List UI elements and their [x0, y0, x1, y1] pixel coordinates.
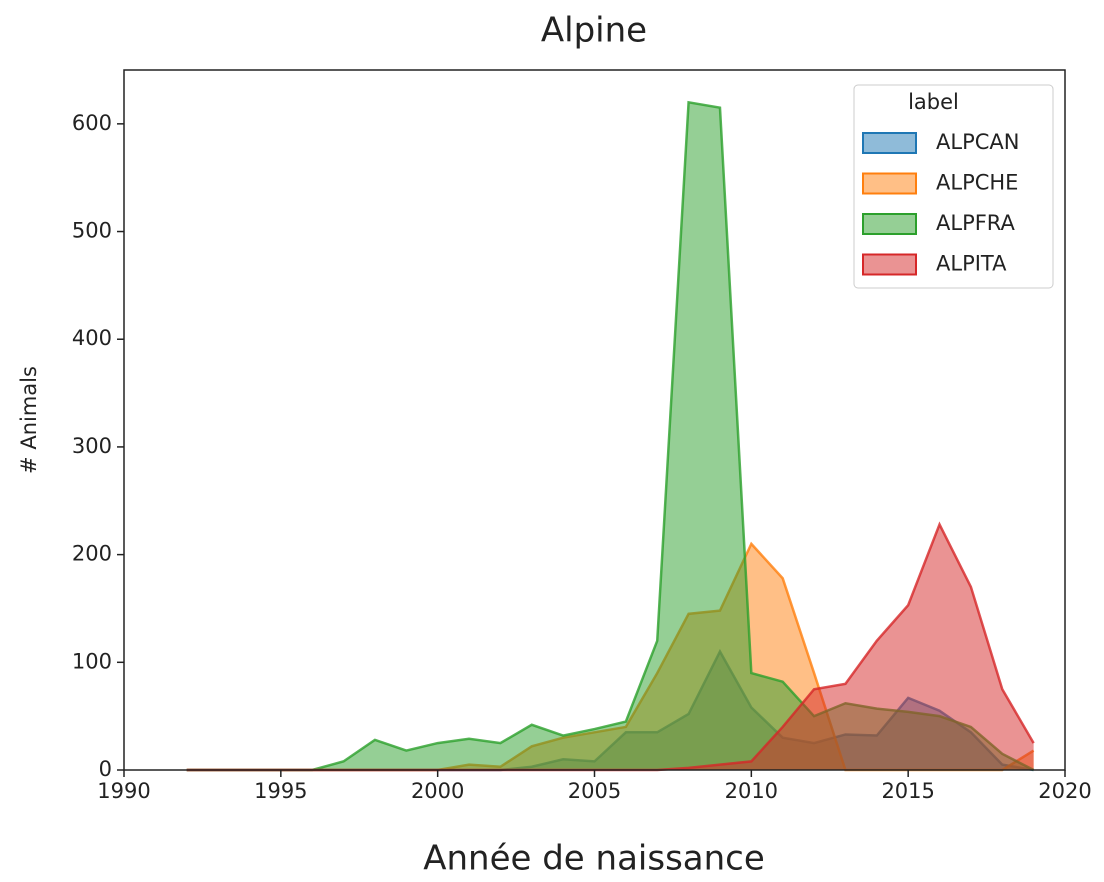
y-tick-label: 600	[72, 111, 112, 135]
legend: label ALPCAN ALPCHE ALPFRA ALPITA	[853, 84, 1054, 289]
legend-swatch	[862, 253, 917, 276]
x-tick-label: 2000	[411, 779, 464, 803]
y-tick-label: 0	[99, 757, 112, 781]
legend-label: ALPFRA	[936, 211, 1016, 235]
y-axis-label: # Animals	[17, 366, 41, 474]
legend-label: ALPCHE	[936, 171, 1018, 195]
x-tick-label: 1995	[254, 779, 307, 803]
x-tick-label: 2010	[725, 779, 778, 803]
legend-swatch	[862, 172, 917, 195]
y-tick-label: 200	[72, 542, 112, 566]
x-tick-label: 2020	[1038, 779, 1091, 803]
y-tick-label: 300	[72, 434, 112, 458]
x-tick-label: 2005	[568, 779, 621, 803]
chart-title: Alpine	[541, 11, 647, 51]
legend-swatch	[862, 213, 917, 235]
legend-swatch	[862, 132, 917, 154]
x-tick-label: 2015	[881, 779, 934, 803]
y-tick-label: 500	[72, 219, 112, 243]
y-tick-label: 100	[72, 649, 112, 673]
x-axis-label: Année de naissance	[423, 839, 765, 879]
legend-title: label	[908, 90, 959, 114]
legend-label: ALPCAN	[936, 130, 1019, 154]
legend-label: ALPITA	[936, 252, 1007, 276]
x-tick-label: 1990	[97, 779, 150, 803]
area	[186, 524, 1034, 770]
y-tick-label: 400	[72, 326, 112, 350]
